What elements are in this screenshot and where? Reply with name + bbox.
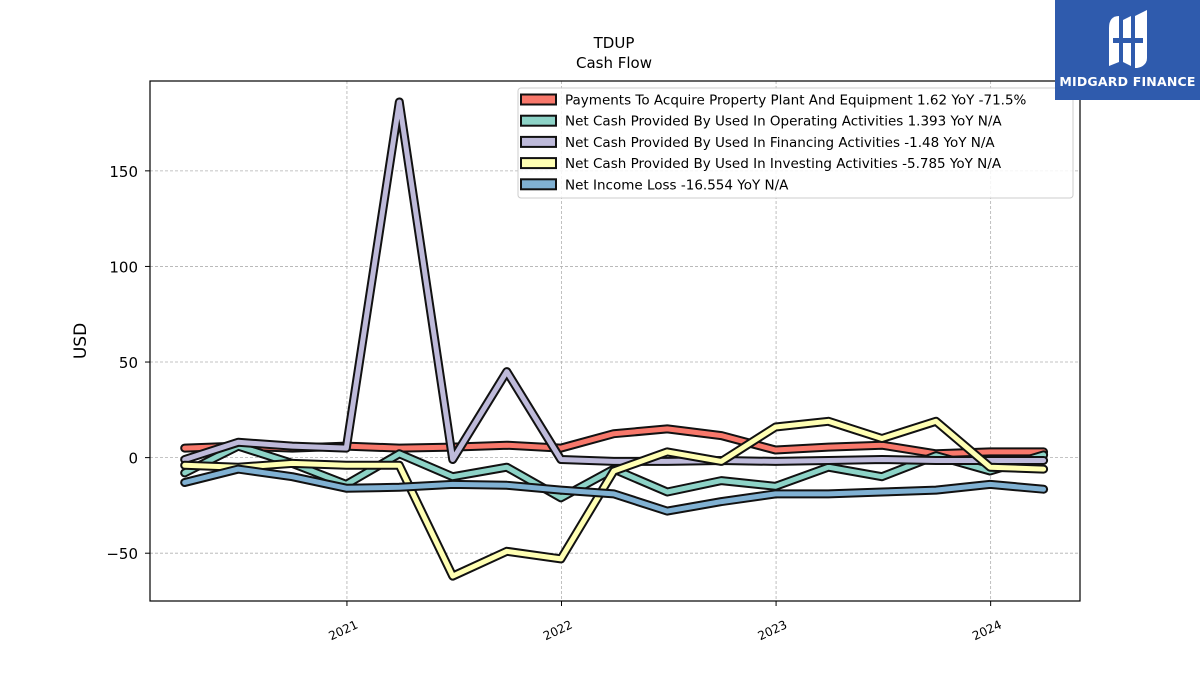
chart-title: TDUP (593, 34, 635, 52)
series-2 (180, 97, 1049, 466)
brand-name: MIDGARD FINANCE (1059, 74, 1196, 89)
x-tick-label: 2022 (541, 618, 575, 644)
series-3 (180, 416, 1049, 581)
y-tick-label: 150 (109, 163, 138, 181)
legend-swatch (520, 93, 557, 106)
legend-label: Payments To Acquire Property Plant And E… (565, 93, 1027, 109)
midgard-logo-icon (1108, 10, 1147, 68)
legend-swatch (520, 114, 557, 127)
legend-label: Net Cash Provided By Used In Investing A… (565, 156, 1002, 172)
y-axis-label: USD (71, 323, 91, 359)
data-series (180, 97, 1049, 581)
legend-swatch (520, 157, 557, 170)
legend-swatch (520, 135, 557, 148)
legend-swatch (520, 178, 557, 191)
plot-frame (149, 80, 1081, 602)
y-tick-label: −50 (106, 545, 138, 563)
legend-label: Net Income Loss -16.554 YoY N/A (565, 177, 789, 193)
x-tick-label: 2023 (756, 618, 790, 644)
midgard-finance-logo: MIDGARD FINANCE (1055, 0, 1200, 100)
series-line (182, 99, 1047, 464)
legend: Payments To Acquire Property Plant And E… (517, 87, 1074, 199)
legend-box (517, 87, 1074, 199)
legend-label: Net Cash Provided By Used In Financing A… (565, 135, 995, 151)
legend-label: Net Cash Provided By Used In Operating A… (565, 114, 1002, 130)
y-tick-label: 50 (119, 354, 138, 372)
x-tick-label: 2021 (326, 618, 360, 644)
axis-ticks: −50 0 50 100 150 2021 2022 2023 2024 (106, 163, 1003, 643)
series-line (182, 418, 1047, 579)
x-tick-label: 2024 (970, 618, 1004, 644)
series-4 (180, 464, 1049, 516)
y-tick-label: 100 (109, 258, 138, 276)
chart-subtitle: Cash Flow (576, 54, 652, 72)
y-tick-label: 0 (128, 450, 138, 468)
series-line (182, 466, 1047, 514)
